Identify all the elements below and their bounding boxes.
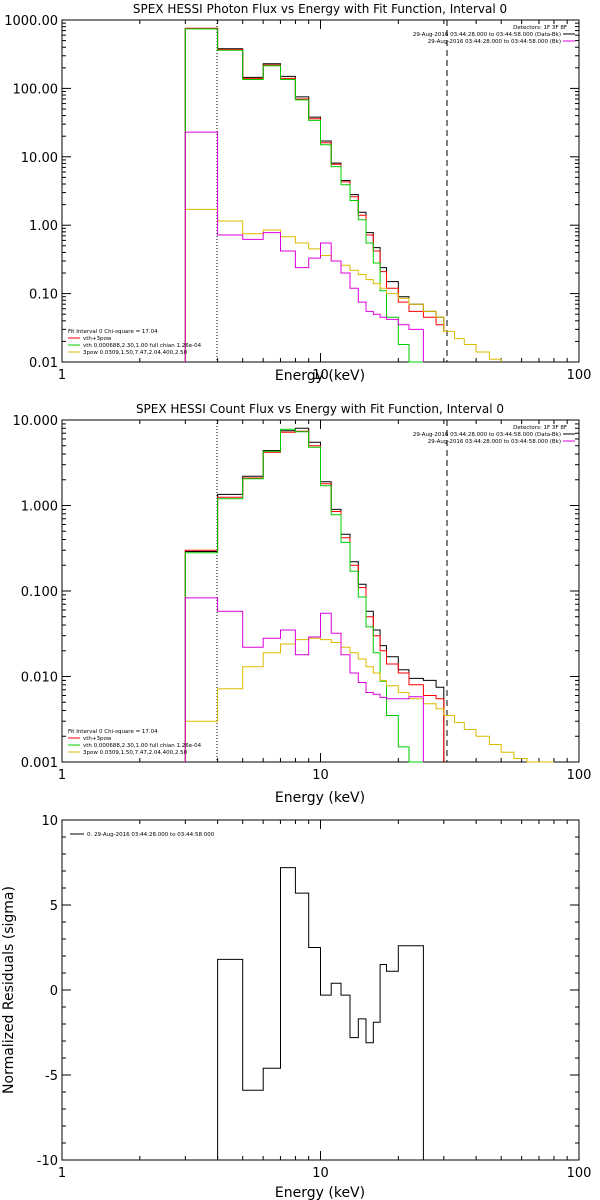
y-tick-label: 10.000: [13, 414, 59, 429]
legend-data-entry: 29-Aug-2016 03:44:28.000 to 03:44:58.000…: [413, 432, 561, 438]
x-tick-label: 100: [567, 768, 592, 783]
y-tick-label: 0.010: [21, 671, 58, 686]
y-tick-label: 0: [50, 984, 58, 999]
y-tick-label: -10: [37, 1154, 58, 1169]
legend-fit-interval: Fit Interval 0 Chi-square = 17.04: [68, 729, 158, 735]
legend-fit-interval: Fit Interval 0 Chi-square = 17.04: [68, 329, 158, 335]
legend-bk-entry: 29-Aug-2016 03:44:28.000 to 03:44:58.000…: [428, 39, 561, 45]
series-line-1: [184, 27, 445, 362]
legend-entry: 0. 29-Aug-2016 03:44:28.000 to 03:44:58.…: [87, 832, 215, 838]
y-tick-label: 1000.00: [4, 14, 58, 29]
photon-flux-panel: SPEX HESSI Photon Flux vs Energy with Fi…: [4, 2, 591, 384]
legend-bottom-left: Fit Interval 0 Chi-square = 17.04 vth+3p…: [68, 729, 202, 756]
y-tick-label: 1.000: [21, 500, 58, 515]
legend-detectors: Detectors: 1F 3F 8F: [513, 425, 567, 431]
legend-model-entry: vth+3pow: [83, 336, 112, 342]
y-tick-label: 100.00: [13, 82, 59, 97]
chart-title: SPEX HESSI Photon Flux vs Energy with Fi…: [133, 2, 507, 16]
series-line-0: [217, 867, 424, 1160]
series-line-4: [184, 131, 424, 362]
legend-model-entry: vth+3pow: [83, 736, 112, 742]
legend-data-entry: 29-Aug-2016 03:44:28.000 to 03:44:58.000…: [413, 32, 561, 38]
legend-top-right: Detectors: 1F 3F 8F 29-Aug-2016 03:44:28…: [413, 25, 575, 45]
legend-bk-entry: 29-Aug-2016 03:44:28.000 to 03:44:58.000…: [428, 439, 561, 445]
legend-detectors: Detectors: 1F 3F 8F: [513, 25, 567, 31]
x-tick-label: 1: [58, 1166, 66, 1181]
series-line-2: [184, 428, 424, 763]
x-tick-label: 1: [58, 368, 66, 383]
y-tick-label: 0.100: [21, 585, 58, 600]
series-line-3: [184, 208, 502, 362]
x-tick-label: 10: [312, 368, 329, 383]
residuals-panel: 1 10 100 -10 -5 0 5 10 Energy (keV) Normalized …: [1, 814, 591, 1200]
x-tick-label: 1: [58, 768, 66, 783]
y-tick-label: 10.00: [21, 151, 58, 166]
y-tick-label: -5: [45, 1069, 58, 1084]
x-axis-label: Energy (keV): [275, 1185, 365, 1200]
legend-vth-entry: vth 0.000688,2.30,1.00 full chian 1.26e-…: [83, 343, 202, 349]
x-tick-label: 10: [312, 1166, 329, 1181]
y-tick-label: 0.01: [29, 356, 58, 371]
x-tick-label: 100: [567, 368, 592, 383]
legend-top-right: Detectors: 1F 3F 8F 29-Aug-2016 03:44:28…: [413, 425, 575, 445]
legend-3pow-entry: 3pow 0.0309,1.50,7.47,2.04,400,2.50: [83, 350, 188, 356]
x-axis-label: Energy (keV): [275, 368, 365, 384]
series-line-0: [184, 427, 445, 762]
legend-vth-entry: vth 0.000688,2.30,1.00 full chian 1.26e-…: [83, 743, 202, 749]
y-tick-label: 0.10: [29, 288, 58, 303]
series-line-1: [184, 430, 445, 762]
y-tick-label: 10: [41, 814, 58, 829]
x-tick-label: 10: [312, 768, 329, 783]
y-axis-label: Normalized Residuals (sigma): [1, 886, 17, 1094]
y-tick-label: 1.00: [29, 219, 58, 234]
legend-bottom-left: Fit Interval 0 Chi-square = 17.04 vth+3p…: [68, 329, 202, 356]
chart-title: SPEX HESSI Count Flux vs Energy with Fit…: [136, 402, 504, 416]
count-flux-panel: SPEX HESSI Count Flux vs Energy with Fit…: [13, 402, 592, 806]
legend-top-left: 0. 29-Aug-2016 03:44:28.000 to 03:44:58.…: [70, 832, 215, 838]
series-line-4: [184, 597, 424, 762]
series-line-0: [184, 28, 445, 362]
series-line-2: [184, 28, 424, 363]
legend-3pow-entry: 3pow 0.0309,1.50,7.47,2.04,400,2.50: [83, 750, 188, 756]
y-tick-label: 0.001: [21, 756, 58, 771]
y-tick-label: 5: [50, 899, 58, 914]
x-tick-label: 100: [567, 1166, 592, 1181]
series-line-3: [184, 637, 554, 763]
plot-frame: [61, 19, 580, 363]
x-axis-label: Energy (keV): [275, 790, 365, 806]
